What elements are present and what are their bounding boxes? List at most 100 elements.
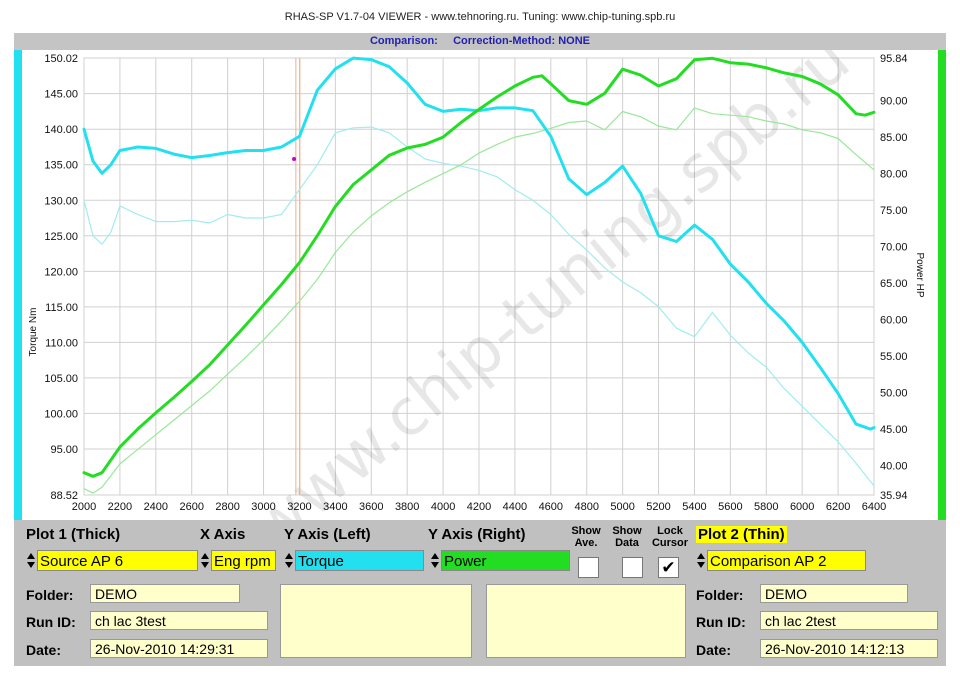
x-tick-label: 3000 <box>251 501 275 513</box>
y-right-tick-label: 80.00 <box>880 169 908 181</box>
x-axis-spinner-icon[interactable] <box>200 552 210 569</box>
y-left-tick-label: 88.52 <box>50 490 78 502</box>
x-tick-label: 5000 <box>610 501 634 513</box>
plot2-select-value[interactable]: Comparison AP 2 <box>707 550 866 571</box>
lock-cursor-header: Lock Cursor <box>646 525 694 549</box>
plot2-runid-field[interactable]: ch lac 2test <box>760 611 938 630</box>
x-tick-label: 5400 <box>682 501 706 513</box>
x-tick-label: 4400 <box>503 501 527 513</box>
y-right-tick-label: 85.00 <box>880 132 908 144</box>
x-axis-select[interactable]: Eng rpm <box>200 550 276 571</box>
comparison-bar: Comparison: Correction-Method: NONE <box>14 33 946 50</box>
y-left-tick-label: 135.00 <box>44 160 78 172</box>
show-ave-header: Show Ave. <box>566 525 606 549</box>
y-right-tick-label: 65.00 <box>880 278 908 290</box>
x-tick-label: 6200 <box>826 501 850 513</box>
checkmark-icon: ✔ <box>661 558 676 577</box>
plot1-runid-field[interactable]: ch lac 3test <box>90 611 268 630</box>
plot2-runid-label: Run ID: <box>696 614 746 630</box>
y-right-tick-label: 35.94 <box>880 490 908 502</box>
plot1-select[interactable]: Source AP 6 <box>26 550 198 571</box>
comparison-label: Comparison: <box>369 35 438 47</box>
y-left-tick-label: 140.00 <box>44 124 78 136</box>
y-right-spinner-icon[interactable] <box>430 552 440 569</box>
right-power-scale-bar <box>938 50 946 520</box>
tick-labels: 2000 2200 2400 2600 2800 3000 3200 3400 3600 3800… <box>44 53 907 513</box>
y-right-tick-label: 70.00 <box>880 242 908 254</box>
plot1-runid-label: Run ID: <box>26 614 76 630</box>
y-right-label: Power HP <box>914 252 925 297</box>
show-data-checkbox[interactable] <box>622 557 643 578</box>
x-tick-label: 4800 <box>574 501 598 513</box>
y-right-tick-label: 95.84 <box>880 53 908 65</box>
y-left-tick-label: 120.00 <box>44 266 78 278</box>
plot2-folder-field[interactable]: DEMO <box>760 584 908 603</box>
lock-cursor-line1: Lock <box>657 525 683 537</box>
y-left-tick-label: 115.00 <box>45 302 78 314</box>
plot2-spinner-icon[interactable] <box>696 552 706 569</box>
plot2-folder-label: Folder: <box>696 587 744 603</box>
series-group <box>82 56 876 494</box>
plot2-date-label: Date: <box>696 642 732 658</box>
plot1-date-label: Date: <box>26 642 62 658</box>
x-tick-label: 2600 <box>179 501 203 513</box>
x-tick-label: 6000 <box>790 501 814 513</box>
x-tick-label: 6400 <box>862 501 886 513</box>
power-thick-series-line <box>82 56 876 478</box>
y-left-tick-label: 150.02 <box>44 53 78 65</box>
x-tick-label: 4000 <box>431 501 455 513</box>
show-ave-checkbox[interactable] <box>578 557 599 578</box>
control-panel: Plot 1 (Thick) X Axis Y Axis (Left) Y Ax… <box>14 520 946 666</box>
y-left-tick-label: 95.00 <box>50 444 78 456</box>
y-right-tick-label: 60.00 <box>880 314 908 326</box>
dyno-chart[interactable]: www.chip-tuning.spb.ru 2000 2200 2400 2600 2… <box>14 50 946 520</box>
plot2-select[interactable]: Comparison AP 2 <box>696 550 868 571</box>
x-tick-label: 2000 <box>72 501 96 513</box>
plot1-spinner-icon[interactable] <box>26 552 36 569</box>
y-right-tick-label: 50.00 <box>880 387 908 399</box>
plot1-date-field[interactable]: 26-Nov-2010 14:29:31 <box>90 639 268 658</box>
y-left-tick-label: 145.00 <box>44 89 78 101</box>
lock-cursor-checkbox[interactable]: ✔ <box>658 557 679 578</box>
x-axis-select-value[interactable]: Eng rpm <box>211 550 276 571</box>
plot2-header: Plot 2 (Thin) <box>696 526 787 543</box>
show-data-line1: Show <box>612 525 642 537</box>
y-left-spinner-icon[interactable] <box>284 552 294 569</box>
y-left-select[interactable]: Torque <box>284 550 424 571</box>
plot1-notes-box[interactable] <box>280 584 472 658</box>
chart-svg[interactable]: www.chip-tuning.spb.ru 2000 2200 2400 2600 2… <box>14 50 946 520</box>
y-left-select-value[interactable]: Torque <box>295 550 424 571</box>
y-right-tick-label: 75.00 <box>880 205 908 217</box>
x-tick-label: 5600 <box>718 501 742 513</box>
y-left-label: Torque Nm <box>28 308 39 357</box>
y-right-select[interactable]: Power <box>430 550 570 571</box>
plot2-notes-box[interactable] <box>486 584 686 658</box>
plot2-date-field[interactable]: 26-Nov-2010 14:12:13 <box>760 639 938 658</box>
y-left-tick-label: 100.00 <box>44 408 78 420</box>
correction-method: Correction-Method: NONE <box>453 35 590 47</box>
lock-cursor-line2: Cursor <box>651 537 689 549</box>
plot1-select-value[interactable]: Source AP 6 <box>37 550 198 571</box>
x-tick-label: 4600 <box>539 501 563 513</box>
y-right-header: Y Axis (Right) <box>428 526 526 543</box>
plot1-folder-field[interactable]: DEMO <box>90 584 240 603</box>
left-torque-scale-bar <box>14 50 22 520</box>
torque-thin-series-line <box>83 126 875 487</box>
y-right-tick-label: 55.00 <box>880 351 908 363</box>
y-right-tick-label: 45.00 <box>880 424 908 436</box>
x-axis-header: X Axis <box>200 526 246 543</box>
x-tick-label: 5800 <box>754 501 778 513</box>
y-left-header: Y Axis (Left) <box>284 526 371 543</box>
x-tick-label: 3400 <box>323 501 347 513</box>
x-tick-label: 3200 <box>287 501 311 513</box>
x-tick-label: 2400 <box>144 501 168 513</box>
plot1-header: Plot 1 (Thick) <box>26 526 121 543</box>
x-tick-label: 3600 <box>359 501 383 513</box>
y-right-select-value[interactable]: Power <box>441 550 570 571</box>
y-left-tick-label: 110.00 <box>45 337 78 349</box>
show-data-header: Show Data <box>610 525 644 549</box>
y-left-tick-label: 130.00 <box>44 195 78 207</box>
show-ave-line1: Show <box>571 525 601 537</box>
comparison-subtitle: Comparison: Correction-Method: NONE <box>14 35 946 47</box>
cursor-marker <box>292 157 297 162</box>
